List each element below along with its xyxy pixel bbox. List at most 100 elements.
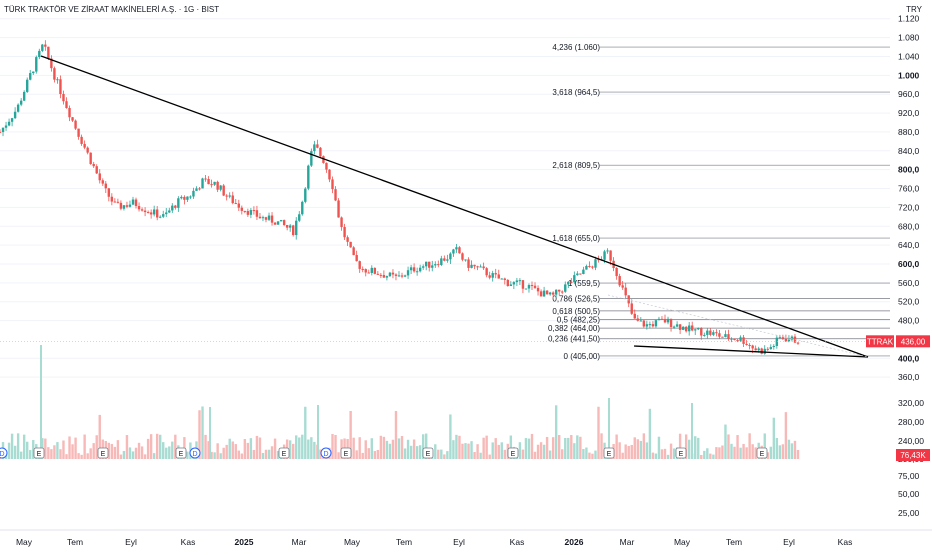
candle-body — [192, 190, 195, 197]
candle-body — [775, 337, 779, 346]
candle-body — [648, 324, 652, 326]
candle-body — [213, 181, 216, 185]
fib-level-label: 0 (405,00) — [564, 352, 601, 361]
volume-tick-label: 25,00 — [898, 508, 920, 518]
volume-bar — [663, 448, 667, 459]
candle-body — [784, 338, 788, 342]
candle-body — [736, 340, 739, 342]
candle-body — [376, 273, 380, 275]
candle-body — [542, 290, 546, 297]
volume-bar — [452, 440, 455, 459]
candle-body — [210, 184, 213, 186]
candle-body — [684, 326, 688, 332]
volume-bar — [29, 450, 32, 459]
candle-body — [10, 118, 14, 122]
candle-body — [162, 214, 165, 217]
candle-body — [742, 337, 745, 344]
candle-body — [666, 318, 670, 323]
grid — [0, 18, 890, 378]
earnings-icon — [603, 447, 615, 459]
price-axis[interactable]: 1.120 1.080 1.040 1.000 960,0 920,0 880,0 840,0… — [898, 14, 920, 382]
candle-body — [119, 202, 123, 209]
candle-body — [367, 272, 370, 274]
candle-body — [428, 261, 431, 268]
time-tick-label: Tem — [67, 537, 83, 547]
candle-body — [74, 120, 77, 129]
candle-body — [500, 278, 503, 280]
volume-bar — [669, 443, 673, 459]
candle-body — [382, 274, 386, 278]
candle-body — [77, 128, 80, 137]
fib-level-label: 0,382 (464,00) — [548, 324, 600, 333]
price-tick-label: 1.040 — [898, 51, 920, 61]
volume-bar — [162, 442, 165, 459]
candle-body — [234, 203, 237, 205]
dividend-icon — [0, 447, 8, 459]
candle-body — [539, 291, 543, 297]
candle-body — [125, 205, 129, 207]
candle-body — [527, 285, 531, 289]
candle-body — [715, 332, 718, 334]
volume-bar — [636, 439, 639, 459]
volume-bar — [137, 442, 141, 459]
candle-body — [521, 280, 525, 289]
time-axis[interactable]: May Tem Eyl Kas 2025 Mar May Tem Eyl Kas 2026 Mar Ma… — [0, 529, 932, 547]
candle-body — [409, 267, 413, 271]
volume-bar — [494, 438, 497, 459]
time-tick-label: Eyl — [453, 537, 465, 547]
candle-body — [134, 199, 138, 207]
volume-bar — [554, 405, 558, 459]
volume-bar — [298, 437, 301, 459]
candle-body — [171, 205, 174, 211]
volume-bar — [627, 445, 630, 459]
candle-body — [636, 318, 639, 321]
candle-body — [183, 196, 186, 200]
candle-body — [678, 324, 682, 330]
candle-body — [778, 337, 782, 339]
candle-body — [524, 288, 528, 290]
volume-bar — [267, 449, 271, 459]
candle-body — [406, 270, 410, 276]
volume-bar — [745, 447, 748, 459]
candle-body — [292, 225, 295, 236]
dividend-icon — [189, 447, 201, 459]
candle-body — [425, 261, 428, 267]
candle-body — [29, 73, 32, 80]
volume-bar — [174, 434, 177, 459]
fibonacci-levels: 4,236 (1.060) 3,618 (964,5) 2,618 (809,5) 1… — [548, 43, 890, 361]
candle-body — [485, 268, 488, 276]
volume-bar — [403, 448, 407, 459]
earnings-marker: E — [175, 447, 187, 459]
candle-body — [110, 196, 114, 202]
candle-body — [446, 259, 449, 261]
volume-bar — [582, 449, 585, 459]
volume-bar — [488, 454, 491, 459]
candle-body — [431, 265, 434, 268]
currency-label[interactable]: TRY — [906, 5, 922, 14]
last-volume-badge-label: 76,43K — [900, 451, 926, 460]
volume-bar — [633, 437, 636, 459]
candle-body — [494, 273, 497, 275]
event-marker-label: E — [282, 451, 287, 458]
volume-bar — [645, 442, 649, 459]
candle-body — [35, 57, 38, 72]
price-tick-label: 640,0 — [898, 240, 920, 250]
candle-body — [325, 162, 328, 170]
earnings-icon — [175, 447, 187, 459]
price-tick-label: 880,0 — [898, 127, 920, 137]
price-tick-label: 720,0 — [898, 202, 920, 212]
candle-body — [434, 264, 437, 266]
event-marker-label: E — [101, 451, 106, 458]
candle-body — [633, 313, 636, 319]
volume-bar — [624, 444, 627, 459]
candle-body — [757, 348, 760, 351]
volume-bar — [455, 434, 458, 459]
candle-body — [576, 273, 579, 276]
volume-bar — [657, 436, 661, 459]
last-value-badges: TTRAK 436,00 76,43K — [0, 335, 930, 461]
volume-bar — [706, 448, 709, 459]
candle-body — [772, 345, 776, 348]
volume-bar — [491, 442, 494, 459]
